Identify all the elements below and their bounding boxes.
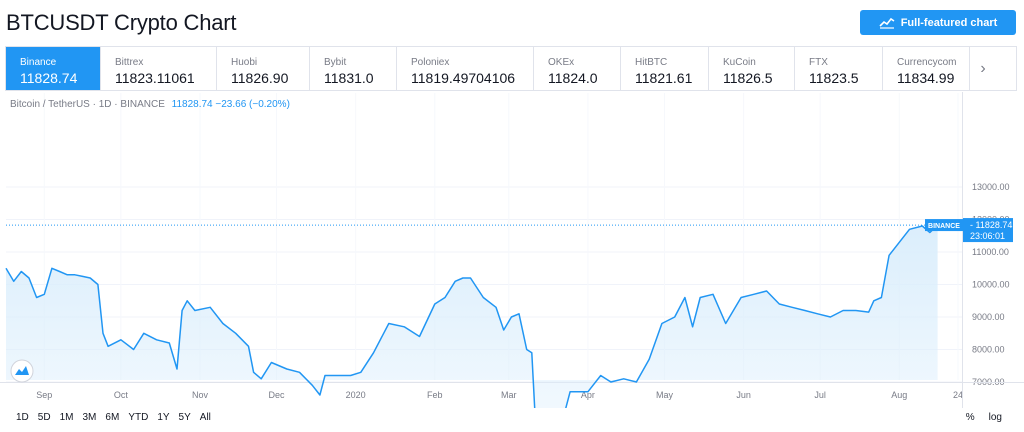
tab-exchange-name: Poloniex xyxy=(411,57,450,68)
page-title: BTCUSDT Crypto Chart xyxy=(6,10,237,35)
tab-bittrex[interactable]: Bittrex 11823.11061 xyxy=(101,47,217,90)
y-tick-label: 9000.00 xyxy=(972,312,1005,322)
scale-options: % log xyxy=(952,412,1002,423)
price-badge xyxy=(963,218,1013,243)
tab-price: 11821.61 xyxy=(635,70,693,86)
tab-price: 11819.49704106 xyxy=(411,70,516,86)
tab-exchange-name: HitBTC xyxy=(635,57,668,68)
legend-symbol: Bitcoin / TetherUS · 1D · BINANCE xyxy=(10,99,165,110)
y-tick-label: 11000.00 xyxy=(972,247,1009,257)
tab-binance[interactable]: Binance 11828.74 xyxy=(6,47,101,90)
percent-scale-toggle[interactable]: % xyxy=(965,412,975,423)
range-1y[interactable]: 1Y xyxy=(157,412,170,423)
x-tick-label: Sep xyxy=(36,390,52,400)
tab-exchange-name: KuCoin xyxy=(723,57,756,68)
range-1d[interactable]: 1D xyxy=(16,412,29,423)
price-line xyxy=(5,224,939,408)
tab-price: 11826.5 xyxy=(723,70,773,86)
range-1m[interactable]: 1M xyxy=(59,412,74,423)
tab-exchange-name: OKEx xyxy=(548,57,575,68)
exchange-tabs: Binance 11828.74 Bittrex 11823.11061 Huo… xyxy=(5,46,1017,91)
x-tick-label: Feb xyxy=(427,390,443,400)
x-tick-label: Jul xyxy=(814,390,826,400)
y-tick-label: 13000.00 xyxy=(972,182,1010,192)
tab-exchange-name: FTX xyxy=(809,57,828,68)
time-range-selector: 1D 5D 1M 3M 6M YTD 1Y 5Y All xyxy=(16,412,220,423)
tab-price: 11823.11061 xyxy=(115,70,195,86)
x-tick-label: Nov xyxy=(192,390,209,400)
y-tick-label: 8000.00 xyxy=(972,345,1005,355)
tab-price: 11823.5 xyxy=(809,70,859,86)
tradingview-logo-icon[interactable] xyxy=(10,359,34,383)
tab-hitbtc[interactable]: HitBTC 11821.61 xyxy=(621,47,709,90)
range-5d[interactable]: 5D xyxy=(37,412,51,423)
x-tick-label: Mar xyxy=(501,390,517,400)
range-5y[interactable]: 5Y xyxy=(178,412,191,423)
x-tick-label: Oct xyxy=(114,390,129,400)
x-tick-label: Jun xyxy=(736,390,751,400)
tab-price: 11828.74 xyxy=(20,70,78,86)
full-featured-chart-button[interactable]: Full-featured chart xyxy=(860,10,1016,35)
tab-price: 11826.90 xyxy=(231,70,289,86)
tab-exchange-name: Currencycom xyxy=(897,57,957,68)
exchange-badge xyxy=(925,219,963,232)
price-badge-countdown: 23:06:01 xyxy=(970,231,1005,241)
y-tick-label: 10000.00 xyxy=(972,280,1010,290)
chart-legend: Bitcoin / TetherUS · 1D · BINANCE 11828.… xyxy=(10,99,290,110)
price-chart[interactable]: 13000.0012000.0011000.0010000.009000.008… xyxy=(0,92,1024,408)
tab-exchange-name: Binance xyxy=(20,57,57,68)
tab-okex[interactable]: OKEx 11824.0 xyxy=(534,47,621,90)
range-ytd[interactable]: YTD xyxy=(128,412,149,423)
tab-exchange-name: Huobi xyxy=(231,57,258,68)
price-badge-value: - 11828.74 xyxy=(970,220,1012,230)
tab-ftx[interactable]: FTX 11823.5 xyxy=(795,47,883,90)
tab-kucoin[interactable]: KuCoin 11826.5 xyxy=(709,47,795,90)
range-all[interactable]: All xyxy=(199,412,211,423)
tab-currencycom[interactable]: Currencycom 11834.99 xyxy=(883,47,970,90)
x-tick-label: 2020 xyxy=(346,390,366,400)
x-tick-label: May xyxy=(656,390,674,400)
range-3m[interactable]: 3M xyxy=(82,412,97,423)
tab-exchange-name: Bittrex xyxy=(115,57,144,68)
tab-bybit[interactable]: Bybit 11831.0 xyxy=(310,47,397,90)
chart-icon xyxy=(879,17,895,29)
tab-huobi[interactable]: Huobi 11826.90 xyxy=(217,47,310,90)
x-tick-label: Aug xyxy=(891,390,907,400)
x-tick-label: Apr xyxy=(581,390,595,400)
range-6m[interactable]: 6M xyxy=(105,412,120,423)
log-scale-toggle[interactable]: log xyxy=(988,412,1002,423)
exchange-badge-label: BINANCE xyxy=(928,223,960,230)
tab-poloniex[interactable]: Poloniex 11819.49704106 xyxy=(397,47,534,90)
tab-price: 11824.0 xyxy=(548,70,598,86)
legend-values: 11828.74 −23.66 (−0.20%) xyxy=(171,99,290,110)
x-tick-label: Dec xyxy=(269,390,286,400)
price-area-fill xyxy=(6,225,938,408)
full-featured-chart-label: Full-featured chart xyxy=(900,16,998,29)
tab-exchange-name: Bybit xyxy=(324,57,347,68)
tab-price: 11834.99 xyxy=(897,70,955,86)
x-tick-label: 24 xyxy=(953,390,963,400)
next-tabs-chevron-icon[interactable]: › xyxy=(980,59,986,77)
tab-price: 11831.0 xyxy=(324,70,374,86)
